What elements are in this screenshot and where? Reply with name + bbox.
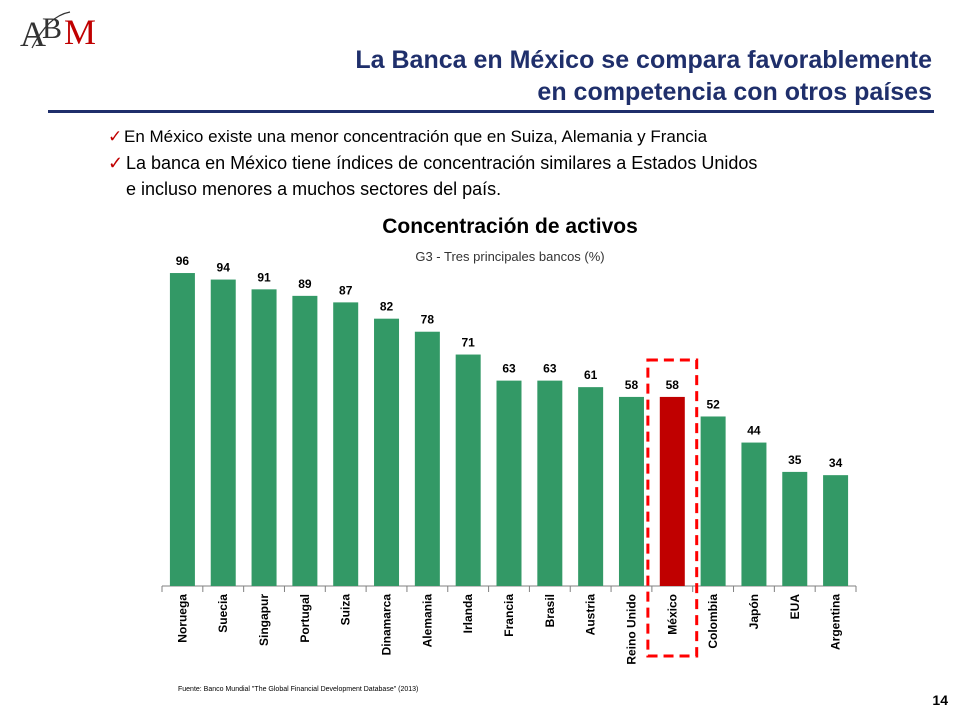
- bar-portugal: [292, 295, 318, 586]
- x-tick-label: Portugal: [298, 594, 312, 643]
- data-label: 96: [176, 254, 190, 268]
- x-tick-label: Japón: [747, 594, 761, 629]
- data-label: 58: [666, 378, 680, 392]
- data-label: 87: [339, 283, 353, 297]
- data-label: 89: [298, 277, 312, 291]
- bullet-text: En México existe una menor concentración…: [124, 127, 708, 146]
- bar-austria: [578, 387, 604, 586]
- x-tick-label: Irlanda: [461, 594, 475, 634]
- bar-irlanda: [455, 354, 481, 586]
- x-tick-label: Singapur: [257, 594, 271, 646]
- x-tick-label: Brasil: [543, 594, 557, 627]
- x-tick-label: Austria: [584, 594, 598, 636]
- bar-francia: [496, 380, 522, 586]
- bullet-text: La banca en México tiene índices de conc…: [126, 153, 758, 173]
- checkmark-icon: ✓: [108, 153, 124, 173]
- bar-alemania: [414, 331, 440, 586]
- svg-text:M: M: [64, 12, 96, 52]
- data-label: 35: [788, 453, 802, 467]
- bar-reino-unido: [618, 396, 644, 586]
- x-tick-label: Alemania: [420, 594, 434, 648]
- bullet-list: ✓ En México existe una menor concentraci…: [108, 124, 757, 202]
- x-tick-label: Dinamarca: [380, 594, 394, 656]
- title-line-2: en competencia con otros países: [537, 78, 932, 106]
- x-tick-label: Reino Unido: [624, 594, 638, 665]
- page-title: La Banca en México se compara favorablem…: [355, 44, 932, 108]
- data-label: 61: [584, 368, 598, 382]
- x-tick-label: Francia: [502, 594, 516, 637]
- bullet-item: ✓ En México existe una menor concentraci…: [108, 124, 757, 150]
- checkmark-icon: ✓: [108, 127, 123, 146]
- data-label: 78: [421, 313, 435, 327]
- page-number: 14: [932, 692, 948, 708]
- data-label: 94: [217, 261, 231, 275]
- chart-subtitle: G3 - Tres principales bancos (%): [415, 249, 605, 264]
- bar-argentina: [823, 475, 849, 586]
- data-label: 71: [461, 336, 475, 350]
- x-tick-label: Noruega: [175, 594, 189, 643]
- bar-noruega: [169, 273, 195, 586]
- data-label: 63: [543, 362, 557, 376]
- data-label: 58: [625, 378, 639, 392]
- bar-méxico: [659, 396, 685, 586]
- bar-japón: [741, 442, 767, 586]
- title-line-1: La Banca en México se compara favorablem…: [355, 46, 932, 74]
- data-label: 82: [380, 300, 394, 314]
- abm-logo: A B M: [20, 11, 96, 54]
- x-tick-label: Suecia: [216, 594, 230, 633]
- title-divider: [48, 110, 934, 113]
- data-label: 63: [502, 362, 516, 376]
- bar-singapur: [251, 289, 277, 586]
- bullet-continuation: e incluso menores a muchos sectores del …: [126, 179, 502, 199]
- bullet-item: ✓ La banca en México tiene índices de co…: [108, 150, 757, 176]
- bar-brasil: [537, 380, 563, 586]
- x-tick-label: EUA: [788, 594, 802, 620]
- data-label: 52: [706, 397, 720, 411]
- x-tick-label: Argentina: [829, 594, 843, 650]
- x-tick-label: Colombia: [706, 594, 720, 649]
- data-label: 91: [257, 270, 271, 284]
- data-label: 44: [747, 424, 761, 438]
- data-label: 34: [829, 456, 843, 470]
- chart-title: Concentración de activos: [382, 215, 638, 238]
- bar-eua: [782, 471, 808, 586]
- svg-text:B: B: [42, 12, 62, 45]
- bar-dinamarca: [374, 318, 400, 586]
- source-note: Fuente: Banco Mundial "The Global Financ…: [178, 686, 419, 693]
- x-tick-label: México: [665, 594, 679, 635]
- highlight-box: [646, 358, 699, 658]
- bar-suecia: [210, 279, 236, 586]
- bar-colombia: [700, 416, 726, 586]
- bar-suiza: [333, 302, 359, 586]
- x-tick-label: Suiza: [339, 594, 353, 626]
